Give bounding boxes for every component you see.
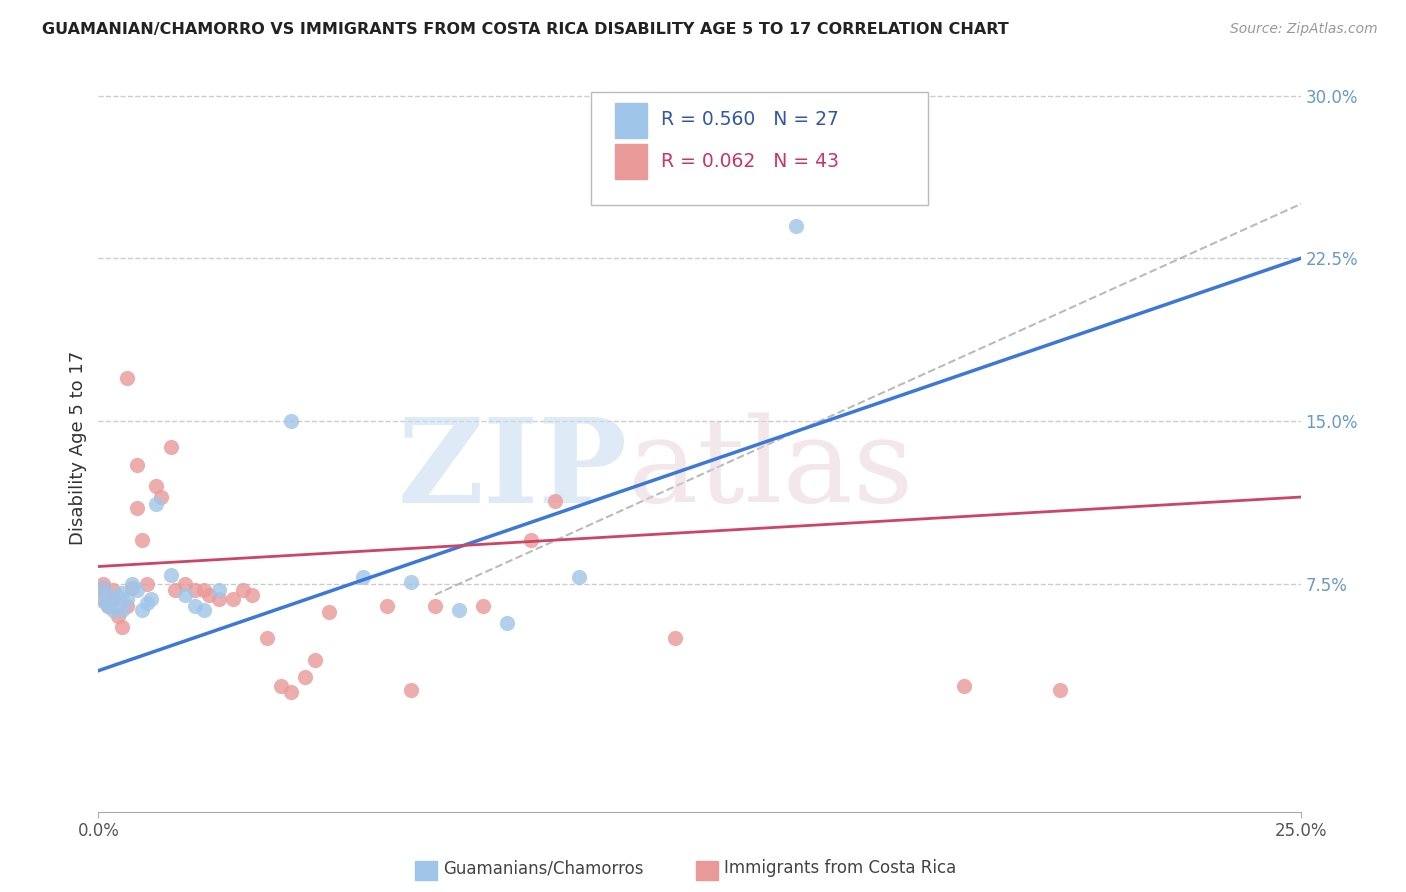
Point — [135, 577, 157, 591]
Point — [183, 583, 205, 598]
Point — [208, 583, 231, 598]
Text: GUAMANIAN/CHAMORRO VS IMMIGRANTS FROM COSTA RICA DISABILITY AGE 5 TO 17 CORRELAT: GUAMANIAN/CHAMORRO VS IMMIGRANTS FROM CO… — [42, 22, 1010, 37]
Point — [165, 583, 187, 598]
Bar — [616, 103, 647, 137]
Point — [208, 592, 231, 607]
Point — [107, 590, 129, 604]
Point — [785, 219, 807, 233]
Point — [111, 585, 134, 599]
Point — [97, 588, 120, 602]
Point — [256, 631, 278, 645]
Point — [125, 500, 148, 515]
Point — [91, 581, 114, 595]
Point — [97, 599, 120, 613]
Point — [97, 599, 120, 613]
Point — [131, 603, 153, 617]
Point — [145, 479, 167, 493]
Point — [125, 583, 148, 598]
Point — [399, 683, 422, 698]
Point — [352, 570, 374, 584]
Point — [520, 533, 543, 548]
Point — [91, 594, 114, 608]
Point — [280, 414, 302, 428]
Point — [664, 631, 686, 645]
Point — [232, 583, 254, 598]
Point — [294, 670, 316, 684]
Bar — [415, 861, 437, 880]
Point — [375, 599, 398, 613]
Text: ZIP: ZIP — [398, 412, 627, 527]
Point — [149, 490, 172, 504]
Point — [101, 603, 124, 617]
Point — [568, 570, 591, 584]
Point — [423, 599, 446, 613]
Point — [280, 685, 302, 699]
Point — [222, 592, 245, 607]
Point — [472, 599, 495, 613]
Point — [101, 583, 124, 598]
Point — [125, 458, 148, 472]
Point — [193, 583, 215, 598]
Point — [97, 594, 120, 608]
Point — [91, 581, 114, 595]
Point — [198, 588, 221, 602]
Point — [117, 592, 139, 607]
Point — [117, 370, 139, 384]
Point — [141, 592, 163, 607]
Point — [318, 605, 340, 619]
Point — [174, 588, 197, 602]
Text: R = 0.062   N = 43: R = 0.062 N = 43 — [661, 152, 839, 170]
Point — [193, 603, 215, 617]
Point — [107, 609, 129, 624]
Point — [135, 596, 157, 610]
Point — [399, 574, 422, 589]
Point — [131, 533, 153, 548]
Text: Guamanians/Chamorros: Guamanians/Chamorros — [443, 860, 644, 878]
Point — [111, 603, 134, 617]
Point — [145, 497, 167, 511]
Point — [447, 603, 470, 617]
Point — [496, 615, 519, 630]
Bar — [696, 861, 718, 880]
Point — [240, 588, 263, 602]
Point — [544, 494, 567, 508]
Point — [91, 592, 114, 607]
Point — [117, 599, 139, 613]
Text: Source: ZipAtlas.com: Source: ZipAtlas.com — [1230, 22, 1378, 37]
Point — [1049, 683, 1071, 698]
Text: atlas: atlas — [627, 413, 914, 527]
Point — [111, 620, 134, 634]
Point — [121, 577, 143, 591]
Point — [159, 568, 181, 582]
Point — [304, 653, 326, 667]
Text: Immigrants from Costa Rica: Immigrants from Costa Rica — [724, 860, 956, 878]
Point — [953, 679, 976, 693]
Text: R = 0.560   N = 27: R = 0.560 N = 27 — [661, 110, 839, 129]
Point — [91, 577, 114, 591]
Point — [159, 440, 181, 454]
Point — [270, 679, 292, 693]
Y-axis label: Disability Age 5 to 17: Disability Age 5 to 17 — [69, 351, 87, 545]
Point — [101, 592, 124, 607]
Point — [183, 599, 205, 613]
Point — [174, 577, 197, 591]
Point — [121, 581, 143, 595]
FancyBboxPatch shape — [592, 92, 928, 204]
Bar — [616, 145, 647, 179]
